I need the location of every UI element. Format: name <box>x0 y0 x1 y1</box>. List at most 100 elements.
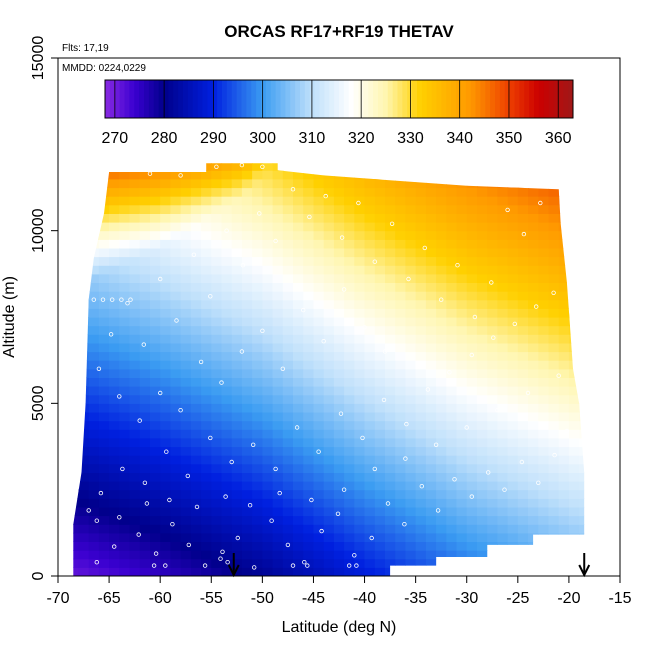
field-cell <box>466 455 478 465</box>
field-cell <box>323 524 335 534</box>
field-cell <box>507 351 519 361</box>
field-cell <box>333 204 345 214</box>
field-cell <box>548 291 560 301</box>
field-cell <box>395 163 406 171</box>
field-cell <box>73 247 79 258</box>
field-cell <box>487 489 498 499</box>
field-cell <box>201 360 212 370</box>
field-cell <box>517 239 529 249</box>
field-cell <box>374 386 386 396</box>
field-cell <box>558 455 570 465</box>
field-cell <box>579 163 585 171</box>
field-cell <box>558 524 570 534</box>
field-cell <box>436 377 447 387</box>
field-cell <box>517 170 529 180</box>
field-cell <box>190 394 202 404</box>
field-cell <box>466 558 478 568</box>
field-cell <box>395 317 406 327</box>
field-cell <box>344 455 355 465</box>
field-cell <box>201 506 212 517</box>
field-cell <box>558 282 570 292</box>
colorbar-swatch <box>529 80 535 118</box>
field-cell <box>303 394 314 404</box>
field-cell <box>221 178 233 189</box>
field-cell <box>538 187 550 197</box>
field-cell <box>170 204 182 214</box>
field-cell <box>170 299 182 309</box>
field-cell <box>293 558 304 568</box>
field-cell <box>507 291 519 301</box>
field-cell <box>129 541 141 551</box>
field-cell <box>568 178 580 189</box>
field-cell <box>466 256 478 266</box>
field-cell <box>517 386 529 396</box>
field-cell <box>190 342 202 353</box>
field-cell <box>415 291 427 301</box>
field-cell <box>313 282 325 292</box>
field-cell <box>109 282 120 292</box>
field-cell <box>241 368 253 378</box>
field-cell <box>446 153 457 162</box>
field-cell <box>211 472 223 482</box>
colorbar-tick-label: 360 <box>545 130 572 147</box>
field-cell <box>150 558 161 568</box>
field-cell <box>139 515 151 525</box>
colorbar-swatch <box>329 80 335 118</box>
field-cell <box>282 550 294 560</box>
sample-point <box>273 238 278 244</box>
field-cell <box>88 256 100 266</box>
field-cell <box>160 273 171 283</box>
field-cell <box>293 463 304 473</box>
sample-point <box>250 442 256 447</box>
field-cell <box>333 524 345 534</box>
field-cell <box>282 429 294 439</box>
field-cell <box>293 334 304 344</box>
field-cell <box>517 481 529 491</box>
field-cell <box>109 498 120 508</box>
field-cell <box>78 308 90 318</box>
field-cell <box>78 515 90 525</box>
field-cell <box>73 291 79 301</box>
field-cell <box>313 481 325 491</box>
field-cell <box>211 412 223 422</box>
sample-point <box>290 563 296 568</box>
field-cell <box>231 489 243 499</box>
field-cell <box>241 342 253 353</box>
field-cell <box>333 317 345 327</box>
x-axis-label: Latitude (deg N) <box>282 619 397 636</box>
field-cell <box>211 567 223 577</box>
field-cell <box>497 368 509 378</box>
field-cell <box>160 282 171 292</box>
field-cell <box>323 178 335 189</box>
colorbar-swatch <box>109 80 116 118</box>
field-cell <box>558 437 570 448</box>
field-cell <box>88 420 100 430</box>
field-cell <box>139 377 151 387</box>
field-cell <box>374 196 386 206</box>
field-cell <box>323 273 335 283</box>
field-cell <box>374 532 386 542</box>
field-cell <box>150 567 161 577</box>
field-cell <box>98 273 110 283</box>
field-cell <box>466 386 478 396</box>
field-cell <box>211 196 223 206</box>
field-cell <box>507 256 519 266</box>
field-cell <box>73 386 79 396</box>
field-cell <box>507 437 519 448</box>
field-cell <box>333 498 345 508</box>
field-cell <box>497 532 509 542</box>
field-cell <box>241 567 253 577</box>
field-cell <box>364 317 376 327</box>
field-cell <box>487 187 498 197</box>
field-cell <box>262 334 274 344</box>
field-cell <box>282 282 294 292</box>
field-cell <box>456 481 468 491</box>
field-cell <box>446 403 458 413</box>
field-cell <box>333 463 345 473</box>
field-cell <box>98 325 110 335</box>
field-cell <box>231 325 243 335</box>
field-cell <box>139 541 151 551</box>
field-cell <box>252 412 263 422</box>
field-cell <box>293 222 304 232</box>
field-cell <box>303 412 314 422</box>
